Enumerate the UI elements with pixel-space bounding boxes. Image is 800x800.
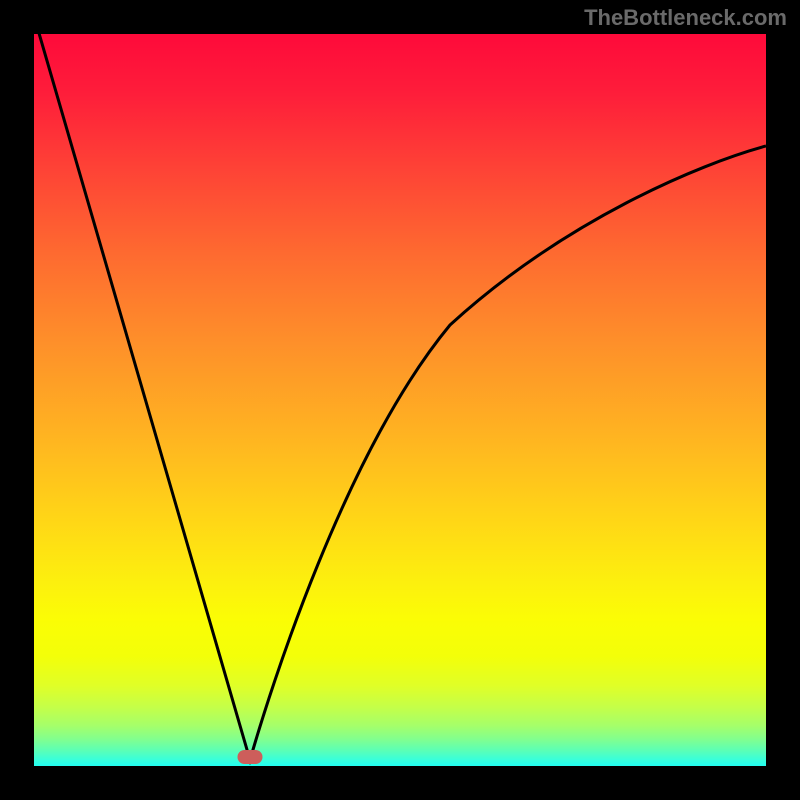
optimum-marker [238,750,263,764]
watermark-text: TheBottleneck.com [584,5,787,30]
bottleneck-chart: TheBottleneck.com [0,0,800,800]
plot-background [34,34,766,766]
